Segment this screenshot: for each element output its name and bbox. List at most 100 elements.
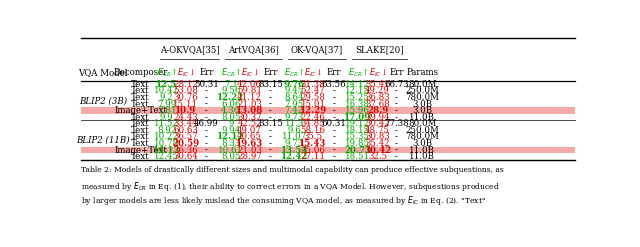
Text: 49.07: 49.07	[237, 126, 262, 135]
Text: -: -	[333, 106, 335, 115]
Text: 7.99: 7.99	[157, 100, 177, 108]
Text: 13.08: 13.08	[236, 106, 263, 115]
Text: Err: Err	[199, 68, 214, 77]
Text: 8.33: 8.33	[221, 139, 241, 148]
Text: -: -	[333, 132, 335, 141]
Text: -: -	[269, 113, 272, 122]
Text: 9.2: 9.2	[160, 93, 173, 102]
Text: 35.42: 35.42	[365, 139, 390, 148]
Text: 40.65: 40.65	[237, 132, 262, 141]
Text: 11.0B: 11.0B	[410, 113, 435, 122]
Text: 9.9: 9.9	[160, 113, 173, 122]
Text: 12.5: 12.5	[156, 80, 177, 89]
Text: 6.06: 6.06	[221, 100, 241, 108]
Text: 10.22: 10.22	[154, 132, 179, 141]
Text: 30.64: 30.64	[173, 152, 198, 161]
Text: 63.56: 63.56	[322, 80, 346, 89]
Text: 9.6: 9.6	[287, 126, 301, 135]
Bar	[81, 107, 575, 114]
Text: -: -	[333, 100, 335, 108]
Text: 83.15: 83.15	[258, 80, 283, 89]
Text: 42.52: 42.52	[237, 119, 262, 128]
Text: -: -	[205, 93, 208, 102]
Text: -: -	[269, 145, 272, 155]
Text: -: -	[205, 145, 208, 155]
Text: 48.75: 48.75	[365, 126, 390, 135]
Text: 3.0B: 3.0B	[412, 139, 432, 148]
Text: -: -	[205, 100, 208, 108]
Text: 8.92: 8.92	[157, 126, 177, 135]
Text: 36.57: 36.57	[173, 132, 198, 141]
Text: -: -	[395, 145, 398, 155]
Text: $E_{IC}$↓: $E_{IC}$↓	[177, 66, 195, 79]
Text: $E_{CR}$↑: $E_{CR}$↑	[221, 66, 241, 79]
Text: 3.0B: 3.0B	[412, 100, 432, 108]
Text: 16.38: 16.38	[346, 100, 370, 108]
Text: Params: Params	[406, 68, 438, 77]
Text: 53.08: 53.08	[173, 86, 198, 95]
Text: Text: Text	[131, 126, 150, 135]
Text: VQA Model: VQA Model	[79, 68, 128, 77]
Text: 30.83: 30.83	[365, 132, 390, 141]
Text: 21.03: 21.03	[237, 145, 262, 155]
Text: -: -	[205, 106, 208, 115]
Text: 780.0M: 780.0M	[405, 132, 439, 141]
Text: Text: Text	[131, 139, 150, 148]
Text: Text: Text	[131, 132, 150, 141]
Text: 17.09: 17.09	[344, 113, 371, 122]
Text: 33.44: 33.44	[173, 119, 198, 128]
Text: 35.41: 35.41	[365, 80, 390, 89]
Text: 39.94: 39.94	[365, 113, 390, 122]
Text: 9: 9	[228, 119, 234, 128]
Text: 36.83: 36.83	[365, 93, 390, 102]
Text: Text: Text	[131, 119, 150, 128]
Text: -: -	[395, 126, 398, 135]
Text: 9.45: 9.45	[285, 86, 304, 95]
Bar	[81, 147, 575, 153]
Text: 10.42: 10.42	[154, 86, 179, 95]
Text: 30.76: 30.76	[173, 93, 198, 102]
Text: -: -	[205, 86, 208, 95]
Text: OK-VQA[37]: OK-VQA[37]	[291, 45, 343, 54]
Text: 30.42: 30.42	[365, 119, 390, 128]
Text: 3.0B: 3.0B	[412, 106, 432, 115]
Text: 9.94: 9.94	[221, 126, 241, 135]
Text: 15.11: 15.11	[173, 100, 198, 108]
Text: 10.61: 10.61	[218, 145, 243, 155]
Text: $E_{IC}$↓: $E_{IC}$↓	[304, 66, 322, 79]
Text: 15.01: 15.01	[301, 100, 326, 108]
Text: ArtVQA[36]: ArtVQA[36]	[228, 45, 279, 54]
Text: -: -	[395, 93, 398, 102]
Text: 80.0M: 80.0M	[408, 80, 436, 89]
Text: 25.06: 25.06	[301, 145, 326, 155]
Text: 14.12: 14.12	[345, 80, 371, 89]
Text: 4.36: 4.36	[221, 106, 241, 115]
Text: 13.54: 13.54	[280, 145, 308, 155]
Text: 8.05: 8.05	[221, 113, 241, 122]
Text: 66.73: 66.73	[384, 80, 409, 89]
Text: -: -	[269, 152, 272, 161]
Text: 11.0B: 11.0B	[410, 152, 435, 161]
Text: Text: Text	[131, 100, 150, 108]
Text: -: -	[333, 93, 335, 102]
Text: 29.58: 29.58	[301, 93, 326, 102]
Text: 34.85: 34.85	[301, 119, 326, 128]
Text: 9.73: 9.73	[285, 139, 304, 148]
Text: 18.51: 18.51	[345, 152, 371, 161]
Text: measured by $E_{CR}$ in Eq. (1), their ability to correct errors in a VQA Model.: measured by $E_{CR}$ in Eq. (1), their a…	[81, 180, 500, 193]
Text: 9.73: 9.73	[285, 113, 304, 122]
Text: 37.68: 37.68	[365, 100, 390, 108]
Text: 22.46: 22.46	[301, 113, 326, 122]
Text: 12.42: 12.42	[280, 152, 308, 161]
Text: -: -	[333, 139, 335, 148]
Text: 83.15: 83.15	[258, 119, 283, 128]
Text: by larger models are less likely mislead the consuming VQA model, as measured by: by larger models are less likely mislead…	[81, 194, 486, 207]
Text: 28.12: 28.12	[173, 80, 198, 89]
Text: 15.35: 15.35	[346, 132, 370, 141]
Text: SLAKE[20]: SLAKE[20]	[355, 45, 404, 54]
Text: Err: Err	[326, 68, 341, 77]
Text: 11.52: 11.52	[154, 119, 179, 128]
Text: BLIP2 (3B): BLIP2 (3B)	[79, 96, 127, 105]
Text: 8.64: 8.64	[285, 93, 304, 102]
Text: 24.43: 24.43	[173, 113, 198, 122]
